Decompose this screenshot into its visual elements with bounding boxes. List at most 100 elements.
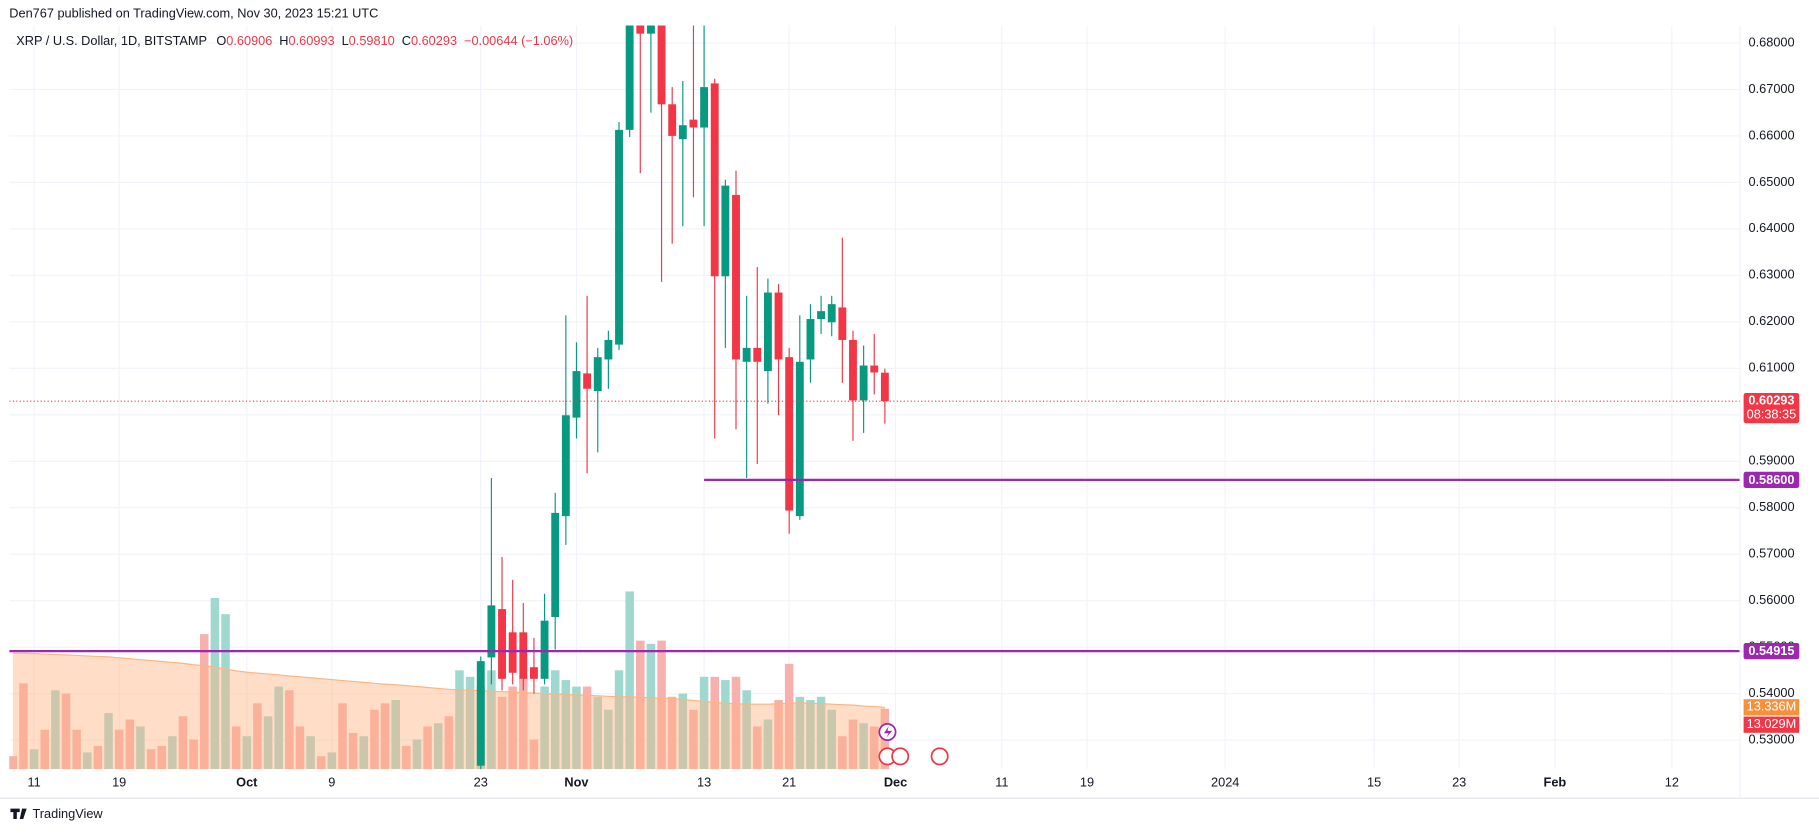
candle-body (721, 185, 730, 277)
volume-bar (497, 696, 507, 770)
volume-bar (753, 726, 762, 770)
candle-body (668, 104, 677, 136)
volume-bar (402, 745, 411, 770)
x-tick-label: 19 (1080, 774, 1094, 789)
volume-bar (710, 676, 719, 770)
volume-bar (848, 719, 858, 770)
volume-bar (295, 726, 305, 770)
volume-bar (636, 640, 645, 770)
y-tick-label: 0.57000 (1749, 546, 1795, 561)
volume-bar (423, 726, 432, 770)
candle-body (774, 292, 783, 360)
last-price-tag (1743, 393, 1800, 424)
volume-bar (338, 703, 347, 770)
volume-bar (380, 703, 390, 770)
x-tick-label: Nov (564, 774, 589, 789)
candle-body (530, 667, 538, 679)
volume-bar (593, 696, 603, 770)
volume-bar (816, 696, 826, 770)
volume-bar (838, 736, 847, 770)
legend-value: 0.60293 (411, 33, 457, 48)
candle-body (827, 304, 836, 323)
level-tag-label: 0.58600 (1748, 472, 1794, 487)
volume-bar (51, 690, 60, 770)
event-icon-glyph (883, 726, 893, 738)
y-tick-label: 0.67000 (1749, 81, 1795, 96)
volume-bar (625, 591, 634, 770)
volume-bar (359, 736, 369, 770)
volume-bar (763, 719, 773, 770)
candle-body (551, 512, 560, 617)
y-tick-label: 0.63000 (1749, 267, 1795, 282)
volume-bar (210, 597, 220, 770)
candle-body (561, 415, 570, 517)
event-icon[interactable] (891, 747, 910, 766)
candle-body (817, 311, 826, 320)
volume-bar (242, 736, 252, 770)
volume-ma-tag (1743, 699, 1800, 716)
volume-bar (178, 716, 188, 770)
volume-bar (221, 614, 230, 770)
volume-bar (83, 752, 92, 770)
x-tick-label: 11 (995, 774, 1008, 789)
candle-body (572, 371, 581, 418)
candle-body (498, 609, 506, 679)
volume-bar (508, 686, 517, 770)
volume-bar (391, 700, 400, 770)
y-tick-label: 0.53000 (1749, 732, 1795, 747)
candle-body (593, 357, 602, 392)
legend-value: 0.59810 (349, 33, 395, 48)
volume-bar (29, 749, 39, 770)
y-tick-label: 0.68000 (1749, 34, 1795, 49)
legend-change: −0.00644 (−1.06%) (464, 33, 573, 48)
legend-key: L (342, 33, 349, 48)
last-price-label: 0.60293 (1748, 393, 1794, 408)
volume-tag-label: 13.029M (1747, 716, 1797, 731)
candle-body (806, 319, 815, 360)
candle-body (657, 25, 666, 105)
volume-bar (61, 693, 71, 770)
y-tick-label: 0.61000 (1749, 360, 1795, 375)
volume-bar (582, 686, 592, 770)
volume-bar (540, 686, 549, 770)
volume-ma-area (12, 653, 885, 770)
volume-bar (157, 745, 166, 770)
event-icon[interactable] (930, 747, 949, 766)
legend-title: XRP / U.S. Dollar, 1D, BITSTAMP (16, 33, 207, 48)
volume-bar (274, 686, 283, 770)
volume-bar (327, 752, 337, 770)
volume-bar (168, 736, 177, 770)
volume-bar (784, 663, 794, 770)
candle-body (742, 347, 751, 362)
volume-bar (444, 716, 454, 770)
candle-body (636, 25, 645, 34)
y-tick-label: 0.64000 (1749, 220, 1795, 235)
legend-key: O (216, 33, 226, 48)
volume-bar (689, 709, 698, 770)
candle-body (678, 125, 687, 140)
candle-body (859, 365, 868, 401)
candle-body (880, 372, 889, 402)
x-tick-label: 11 (27, 774, 40, 789)
candle-body (753, 347, 762, 362)
volume-bar (231, 726, 241, 770)
overlay: 0.530000.540000.550000.560000.570000.580… (16, 33, 1800, 789)
volume-tag (1743, 716, 1800, 733)
event-icons (878, 723, 949, 766)
volume-bar (561, 680, 571, 770)
volume-bar (316, 756, 326, 770)
level-tag (1743, 643, 1800, 660)
candle-body (476, 661, 485, 766)
x-tick-label: 13 (697, 774, 711, 789)
x-tick-label: 15 (1367, 774, 1381, 789)
x-tick-label: 9 (328, 774, 335, 789)
volume-bar (114, 729, 124, 770)
candle-body (487, 605, 496, 658)
countdown-label: 08:38:35 (1747, 406, 1797, 421)
volume-bar (136, 726, 145, 770)
volume-bar (774, 700, 783, 770)
candle-body (763, 292, 772, 372)
footer-logo: TradingView (10, 806, 103, 821)
volume-bar (370, 709, 379, 770)
